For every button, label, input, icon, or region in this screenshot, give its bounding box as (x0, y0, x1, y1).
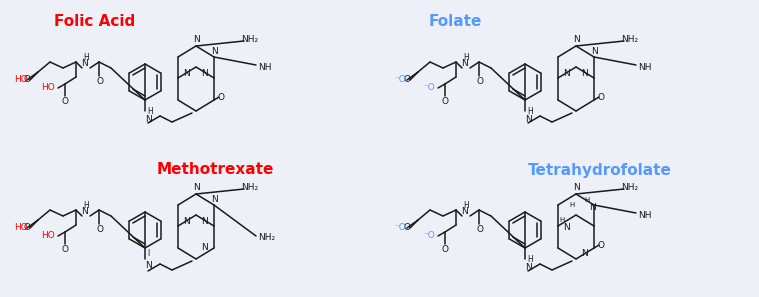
Text: ⁻O: ⁻O (394, 75, 406, 85)
Text: H: H (147, 108, 153, 116)
Text: N: N (202, 244, 209, 252)
Text: N: N (80, 59, 87, 69)
Text: HO: HO (41, 231, 55, 241)
Text: HO: HO (41, 83, 55, 92)
Text: HO: HO (14, 224, 28, 233)
Text: H: H (584, 197, 590, 203)
Text: H: H (569, 202, 575, 208)
Text: N: N (80, 208, 87, 217)
Text: N: N (212, 195, 219, 205)
Text: N: N (572, 36, 579, 45)
Text: N: N (581, 69, 588, 78)
Text: NH₂: NH₂ (622, 182, 638, 192)
Text: N: N (591, 48, 598, 56)
Text: ⁻O: ⁻O (394, 224, 406, 233)
Text: NH: NH (638, 211, 651, 220)
Text: H: H (463, 200, 469, 209)
Text: HO: HO (14, 75, 28, 85)
Text: O: O (477, 78, 483, 86)
Text: H: H (83, 53, 89, 61)
Text: N: N (581, 249, 588, 257)
Text: O: O (597, 241, 604, 249)
Text: H: H (527, 255, 533, 265)
Text: N: N (590, 203, 597, 211)
Text: H: H (527, 108, 533, 116)
Text: O: O (24, 75, 30, 83)
Text: N: N (145, 260, 151, 269)
Text: NH₂: NH₂ (258, 233, 275, 242)
Text: N: N (202, 69, 209, 78)
Text: N: N (193, 36, 200, 45)
Text: N: N (202, 217, 209, 225)
Text: O: O (442, 244, 449, 254)
Text: O: O (96, 225, 103, 235)
Text: O: O (96, 78, 103, 86)
Text: O: O (404, 75, 411, 83)
Text: N: N (184, 69, 191, 78)
Text: NH₂: NH₂ (241, 34, 259, 43)
Text: H: H (83, 200, 89, 209)
Text: O: O (477, 225, 483, 235)
Text: N: N (461, 59, 468, 69)
Text: Folic Acid: Folic Acid (55, 15, 136, 29)
Text: N: N (524, 116, 531, 124)
Text: N: N (524, 263, 531, 273)
Text: I: I (147, 249, 149, 257)
Text: NH: NH (258, 64, 272, 72)
Text: N: N (461, 208, 468, 217)
Text: NH₂: NH₂ (622, 34, 638, 43)
Text: ⁻O: ⁻O (424, 231, 435, 241)
Text: N: N (564, 69, 570, 78)
Text: H: H (559, 217, 565, 223)
Text: N: N (212, 48, 219, 56)
Text: O: O (61, 97, 68, 105)
Text: ⁻O: ⁻O (424, 83, 435, 92)
Text: N: N (184, 217, 191, 225)
Text: N: N (145, 116, 151, 124)
Text: N: N (572, 184, 579, 192)
Text: NH₂: NH₂ (241, 182, 259, 192)
Text: Tetrahydrofolate: Tetrahydrofolate (528, 162, 672, 178)
Text: O: O (218, 92, 225, 102)
Text: N: N (564, 222, 570, 231)
Text: Methotrexate: Methotrexate (156, 162, 274, 178)
Text: O: O (24, 222, 30, 231)
Text: H: H (463, 53, 469, 61)
Text: Folate: Folate (428, 15, 482, 29)
Text: O: O (442, 97, 449, 105)
Text: O: O (61, 244, 68, 254)
Text: N: N (193, 184, 200, 192)
Text: O: O (404, 222, 411, 231)
Text: NH: NH (638, 64, 651, 72)
Text: O: O (597, 92, 604, 102)
